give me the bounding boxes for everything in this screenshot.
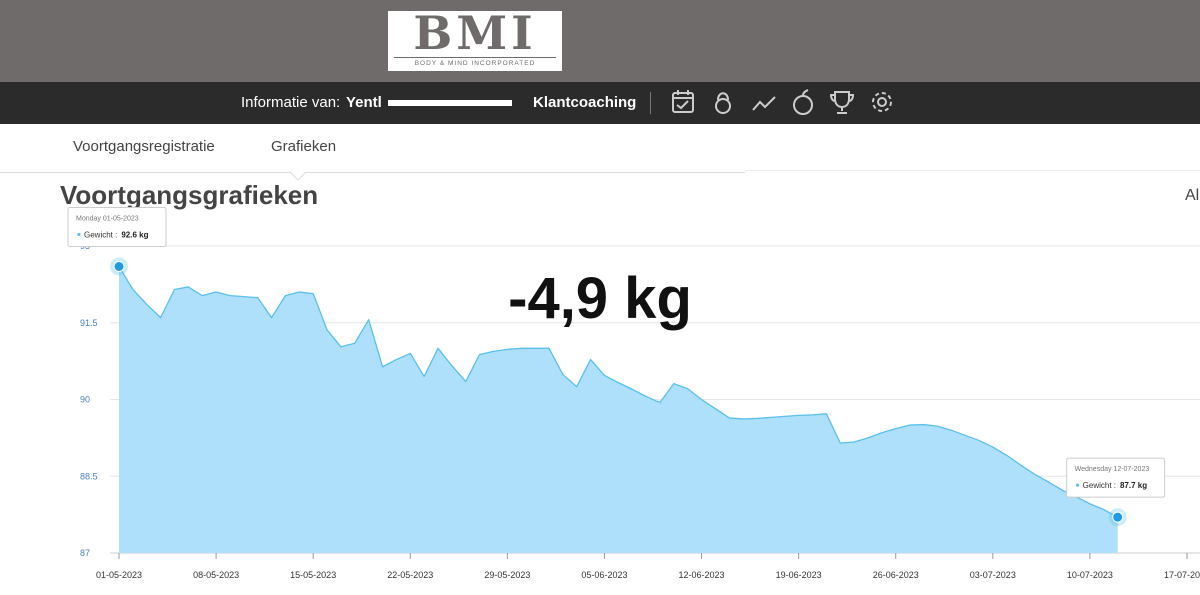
icon-apple[interactable] (793, 89, 813, 115)
y-tick-label: 91.5 (80, 318, 98, 328)
client-name: Yentl (346, 94, 382, 111)
area (119, 266, 1118, 553)
x-tick-label: 17-07-2023 (1164, 570, 1200, 580)
y-tick-label: 90 (80, 395, 90, 405)
x-tick-label: 19-06-2023 (776, 570, 822, 580)
tab-underline (745, 170, 1200, 171)
x-tick-label: 01-05-2023 (96, 570, 142, 580)
line (118, 266, 1118, 518)
logo: BMI BODY & MIND INCORPORATED (388, 6, 562, 71)
tooltip-box (1066, 457, 1166, 498)
tab[interactable]: Voortgangsregistratie (73, 138, 215, 155)
x-tick-label: 08-05-2023 (193, 570, 239, 580)
tooltip-date: Wednesday 12-07-2023 (1075, 466, 1150, 473)
annotation: -4,9 kg (508, 266, 692, 331)
tooltip: Wednesday 12-07-2023 Gewicht : 87.7 kg (1066, 457, 1166, 498)
icon-trophy[interactable] (829, 91, 855, 114)
info-label: Informatie van: (241, 94, 341, 111)
icon-chart[interactable] (752, 96, 776, 111)
icon-settings[interactable] (872, 92, 892, 112)
y-tick-label: 88.5 (80, 471, 98, 481)
icon-calendar[interactable] (672, 90, 694, 113)
logo-text: BMI (413, 6, 537, 60)
top-header (0, 0, 1200, 82)
x-tick-label: 05-06-2023 (581, 570, 627, 580)
x-tick-label: 29-05-2023 (484, 570, 530, 580)
x-tick-label: 22-05-2023 (387, 570, 433, 580)
tooltip-date: Monday 01-05-2023 (76, 215, 139, 222)
point (1112, 511, 1124, 523)
tooltip-label: Gewicht : (84, 230, 117, 239)
page-title: Voortgangsgrafieken (60, 180, 319, 210)
nav-bar: Informatie van: Yentl Klantcoaching (0, 82, 1200, 124)
nav-icons (672, 89, 892, 115)
tooltip-value: 92.6 kg (121, 230, 148, 239)
nav-link[interactable]: Klantcoaching (533, 94, 637, 111)
tooltip-box (67, 206, 167, 247)
y-tick-label: 87 (80, 548, 90, 558)
tab-underline (0, 172, 745, 173)
side-text: Al (1185, 187, 1200, 204)
x-tick-label: 15-05-2023 (290, 570, 336, 580)
x-tick-label: 26-06-2023 (873, 570, 919, 580)
x-tick-label: 12-06-2023 (679, 570, 725, 580)
tooltip-dot (1076, 483, 1080, 487)
tab[interactable]: Grafieken (271, 138, 337, 155)
x-tick-label: 10-07-2023 (1067, 570, 1113, 580)
tooltip: Monday 01-05-2023 Gewicht : 92.6 kg (67, 206, 167, 247)
tab-pointer (289, 171, 307, 181)
redaction (388, 100, 512, 106)
point (113, 260, 125, 272)
tooltip-dot (77, 232, 81, 237)
logo-tagline: BODY & MIND INCORPORATED (394, 57, 556, 67)
tooltip-value: 87.7 kg (1120, 481, 1147, 490)
tooltip-label: Gewicht : (1083, 481, 1116, 490)
x-tick-label: 03-07-2023 (970, 570, 1016, 580)
icon-kettlebell[interactable] (715, 92, 731, 114)
separator (650, 92, 651, 114)
